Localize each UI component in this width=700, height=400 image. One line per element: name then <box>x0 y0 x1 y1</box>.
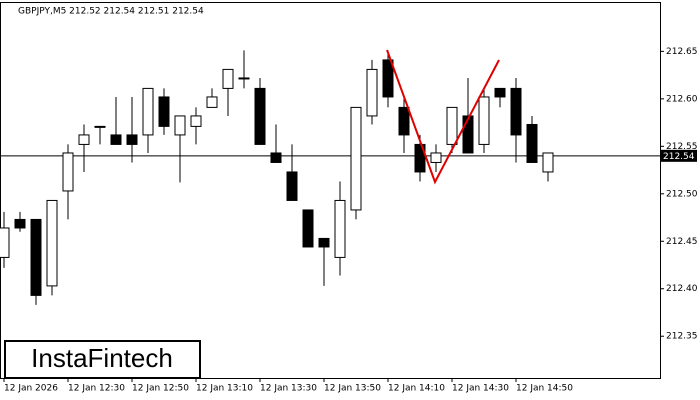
candle-body <box>494 87 506 98</box>
candle-body <box>222 68 234 89</box>
candle-body <box>158 96 170 127</box>
candle-body <box>174 115 186 136</box>
candle-body <box>142 87 154 136</box>
candle-body <box>350 106 362 211</box>
candle-body <box>110 134 122 145</box>
x-tick-label: 12 Jan 13:30 <box>260 384 317 394</box>
candle-body <box>510 87 522 136</box>
candle-body <box>62 152 74 192</box>
plot-frame <box>0 2 661 379</box>
candle-body <box>30 218 42 296</box>
candle-body <box>254 87 266 145</box>
pattern-line <box>386 49 500 185</box>
x-tick-label: 12 Jan 14:10 <box>388 384 445 394</box>
candle-body <box>462 115 474 154</box>
x-tick-label: 12 Jan 12:30 <box>68 384 125 394</box>
candle-body <box>382 59 394 98</box>
candle-body <box>414 143 426 173</box>
y-tick-label: 212.40 <box>666 284 698 294</box>
candle-body <box>14 218 26 229</box>
candle-body <box>318 237 330 248</box>
candle-body <box>526 123 538 163</box>
candle-body <box>302 209 314 248</box>
candle-body <box>334 199 346 258</box>
y-tick-label: 212.45 <box>666 237 698 247</box>
y-tick-label: 212.60 <box>666 94 698 104</box>
candle-body <box>238 77 250 80</box>
price-label: 212.54 <box>663 152 695 162</box>
x-tick-label: 12 Jan 14:50 <box>516 384 573 394</box>
chart-title: GBPJPY,M5 212.52 212.54 212.51 212.54 <box>18 7 204 17</box>
x-tick-label: 12 Jan 14:30 <box>452 384 509 394</box>
x-tick-label: 12 Jan 12:50 <box>132 384 189 394</box>
candle-body <box>286 171 298 201</box>
candle-body <box>0 227 10 258</box>
candle-body <box>398 106 410 136</box>
candle-body <box>206 96 218 108</box>
x-tick-label: 12 Jan 13:50 <box>324 384 381 394</box>
candle-body <box>430 152 442 163</box>
logo: InstaFintech <box>31 343 173 373</box>
candle-body <box>190 115 202 127</box>
candle-body <box>366 68 378 117</box>
candle-body <box>478 96 490 145</box>
candle-body <box>542 152 554 173</box>
candle-body <box>126 134 138 145</box>
candle-body <box>270 152 282 163</box>
x-tick-label: 12 Jan 2026 <box>4 384 58 394</box>
y-tick-label: 212.35 <box>666 332 698 342</box>
y-tick-label: 212.55 <box>666 142 698 152</box>
y-tick-label: 212.50 <box>666 189 698 199</box>
candle-body <box>446 106 458 145</box>
price-label-box <box>660 149 697 162</box>
candle-body <box>94 125 106 128</box>
x-tick-label: 12 Jan 13:10 <box>196 384 253 394</box>
candle-body <box>46 199 58 287</box>
y-tick-label: 212.65 <box>666 47 698 57</box>
candle-body <box>78 134 90 145</box>
logo-box <box>4 340 201 379</box>
